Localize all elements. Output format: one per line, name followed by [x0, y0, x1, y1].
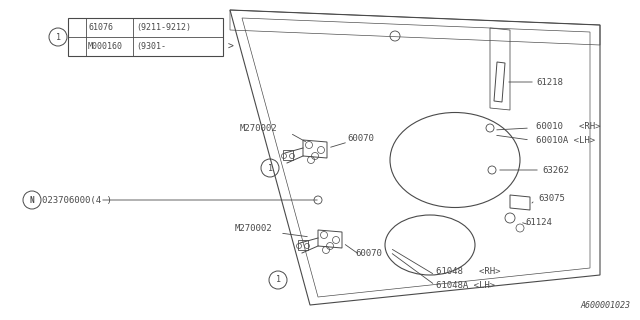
Text: (9301-: (9301-: [136, 42, 166, 51]
Text: M270002: M270002: [240, 124, 278, 132]
Text: 023706000(4 ): 023706000(4 ): [42, 196, 112, 204]
Text: A600001023: A600001023: [580, 301, 630, 310]
Text: M000160: M000160: [88, 42, 123, 51]
Text: N: N: [29, 196, 35, 204]
Text: 61124: 61124: [525, 218, 552, 227]
Text: 63262: 63262: [542, 165, 569, 174]
Text: 1: 1: [275, 276, 280, 284]
Text: 60010   <RH>: 60010 <RH>: [536, 122, 600, 131]
Text: >: >: [228, 42, 234, 52]
Bar: [68, 18, 223, 56]
Text: 61048   <RH>: 61048 <RH>: [436, 268, 500, 276]
Text: 1: 1: [268, 164, 273, 172]
Text: 61048A <LH>: 61048A <LH>: [436, 281, 495, 290]
Text: 60010A <LH>: 60010A <LH>: [536, 135, 595, 145]
Text: 60070: 60070: [355, 249, 382, 258]
Text: 60070: 60070: [347, 133, 374, 142]
Text: 1: 1: [56, 33, 61, 42]
Text: 63075: 63075: [538, 194, 565, 203]
Text: M270002: M270002: [235, 223, 273, 233]
Text: 61076: 61076: [88, 23, 113, 32]
Text: (9211-9212): (9211-9212): [136, 23, 191, 32]
Text: 61218: 61218: [536, 77, 563, 86]
